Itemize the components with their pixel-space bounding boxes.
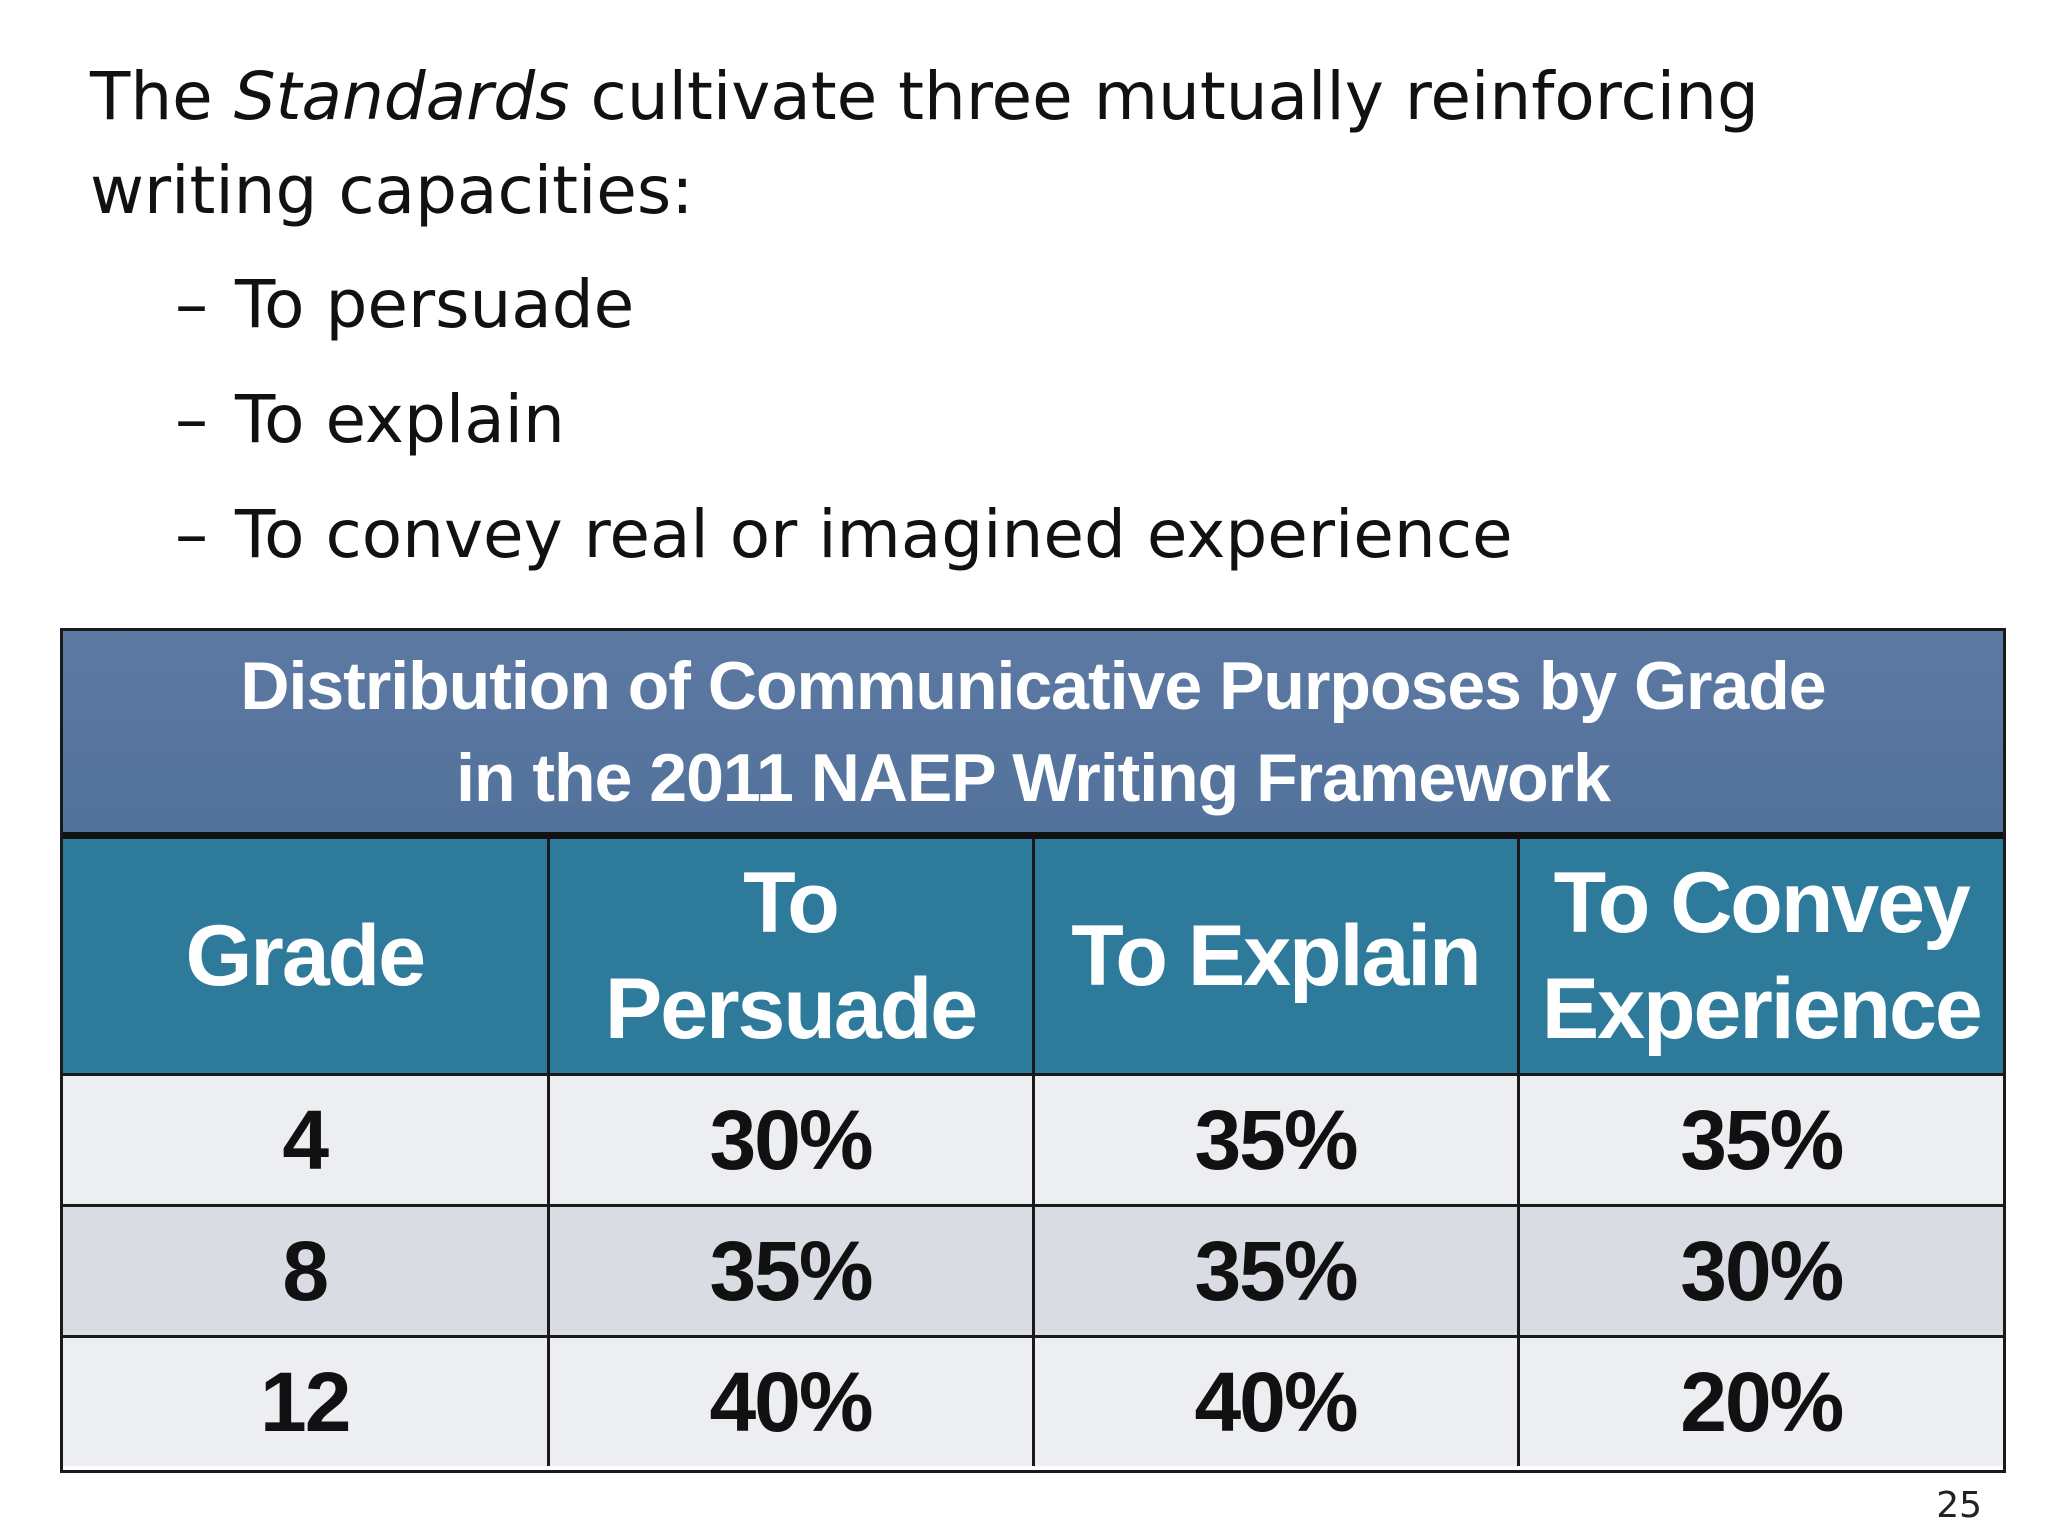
table-row: 4 30% 35% 35% [63, 1073, 2003, 1207]
table-title-line-2: in the 2011 NAEP Writing Framework [456, 739, 1611, 816]
list-item: – To persuade [175, 258, 1513, 373]
header-convey-line-1: To Convey [1553, 855, 1971, 951]
cell-persuade: 35% [546, 1204, 1035, 1338]
list-item: – To convey real or imagined experience [175, 488, 1513, 603]
distribution-table: Distribution of Communicative Purposes b… [60, 628, 2006, 1473]
table-title: Distribution of Communicative Purposes b… [63, 631, 2003, 839]
cell-convey: 30% [1516, 1204, 2003, 1338]
dash-marker: – [175, 496, 208, 573]
cell-grade: 12 [63, 1335, 550, 1466]
intro-paragraph: The Standards cultivate three mutually r… [90, 50, 1990, 238]
table-row: 8 35% 35% 30% [63, 1204, 2003, 1338]
cell-persuade: 40% [546, 1335, 1035, 1466]
list-item-text: To persuade [235, 266, 635, 343]
list-item-text: To explain [235, 381, 565, 458]
page-number: 25 [1936, 1485, 1982, 1526]
table-title-line-1: Distribution of Communicative Purposes b… [240, 647, 1826, 724]
header-row: Grade To Persuade To Explain To Convey E… [63, 839, 2003, 1076]
intro-emphasis: Standards [233, 58, 570, 135]
header-to-explain: To Explain [1031, 839, 1520, 1076]
list-item: – To explain [175, 373, 1513, 488]
dash-marker: – [175, 266, 208, 343]
cell-grade: 8 [63, 1204, 550, 1338]
distribution-grid: Grade To Persuade To Explain To Convey E… [63, 839, 2003, 1466]
header-grade: Grade [63, 839, 550, 1076]
cell-convey: 35% [1516, 1073, 2003, 1207]
header-to-convey-experience: To Convey Experience [1516, 839, 2003, 1076]
header-to-persuade: To Persuade [546, 839, 1035, 1076]
dash-marker: – [175, 381, 208, 458]
intro-suffix: cultivate three mutually reinforcing wri… [90, 58, 1759, 229]
cell-explain: 35% [1031, 1204, 1520, 1338]
cell-explain: 35% [1031, 1073, 1520, 1207]
table-row: 12 40% 40% 20% [63, 1335, 2003, 1466]
header-convey-line-2: Experience [1541, 961, 1983, 1057]
cell-convey: 20% [1516, 1335, 2003, 1466]
cell-explain: 40% [1031, 1335, 1520, 1466]
list-item-text: To convey real or imagined experience [235, 496, 1513, 573]
intro-prefix: The [90, 58, 234, 135]
capacities-list: – To persuade – To explain – To convey real… [175, 258, 1513, 603]
cell-grade: 4 [63, 1073, 550, 1207]
cell-persuade: 30% [546, 1073, 1035, 1207]
